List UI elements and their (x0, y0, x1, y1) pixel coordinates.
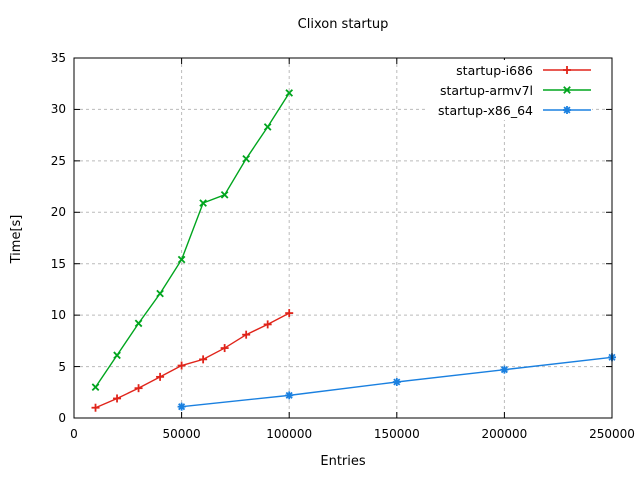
legend-item-startup-x86_64: startup-x86_64 (438, 100, 592, 120)
y-tick-label: 15 (50, 256, 66, 271)
legend-label: startup-x86_64 (438, 102, 533, 118)
legend-line-sample-icon (543, 86, 591, 94)
y-tick-label: 30 (50, 102, 66, 117)
axis-ticks (73, 57, 613, 419)
plot-border (73, 57, 613, 419)
y-tick-label: 20 (50, 205, 66, 220)
x-axis-label: Entries (320, 454, 366, 469)
x-tick-label: 250000 (589, 427, 635, 441)
y-tick-label: 10 (50, 308, 66, 323)
plus-markers (91, 309, 294, 412)
legend-item-startup-armv7l: startup-armv7l (438, 80, 592, 100)
y-tick-label: 0 (58, 411, 66, 425)
x-tick-label: 0 (70, 427, 78, 441)
x-tick-label: 100000 (266, 427, 313, 441)
legend-label: startup-i686 (456, 62, 533, 78)
legend-label: startup-armv7l (439, 82, 533, 98)
legend-line-sample-icon (543, 106, 591, 114)
legend-item-startup-i686: startup-i686 (438, 60, 592, 80)
cross-markers (91, 89, 294, 391)
legend: startup-i686 startup-armv7l startup-x86_… (428, 60, 592, 120)
y-tick-label: 25 (50, 153, 66, 168)
x-tick-label: 200000 (481, 427, 528, 441)
chart-title: Clixon startup (297, 17, 389, 32)
x-tick-label: 150000 (373, 427, 420, 441)
y-tick-label: 5 (58, 359, 66, 374)
legend-line-sample-icon (543, 66, 591, 74)
series-startup-i686 (91, 309, 294, 412)
y-tick-label: 35 (50, 51, 66, 65)
series-startup-armv7l (91, 89, 294, 391)
x-tick-label: 50000 (162, 427, 201, 441)
